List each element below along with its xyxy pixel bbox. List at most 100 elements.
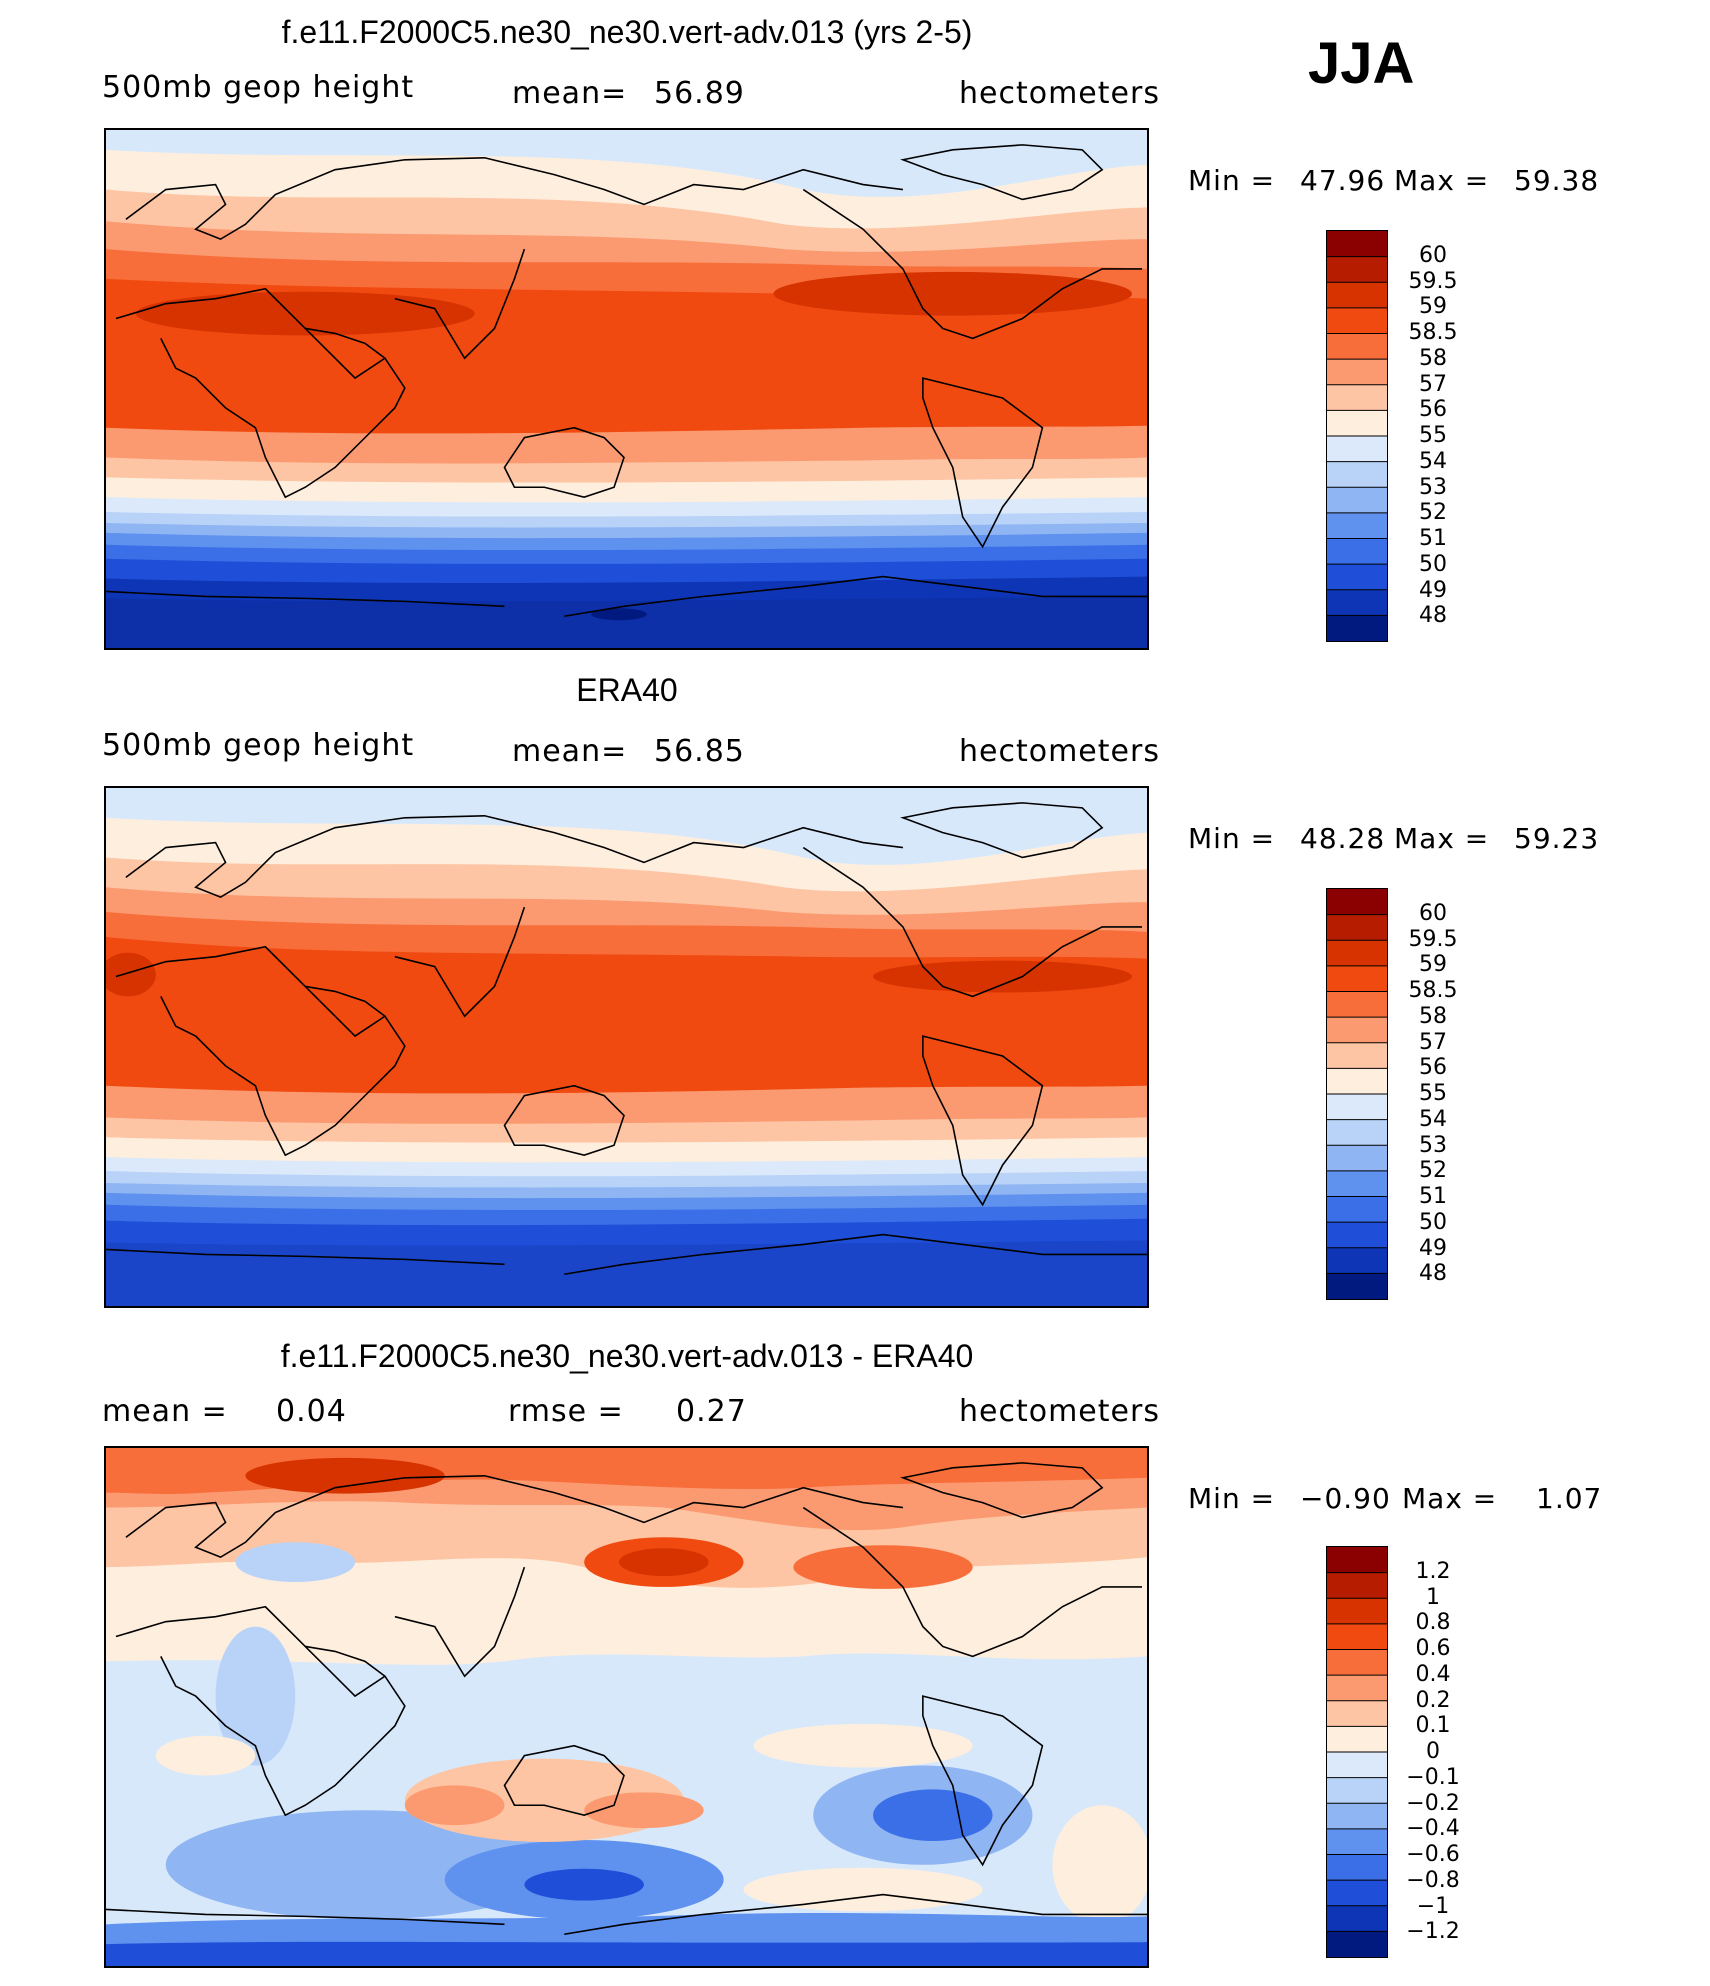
panel2-coastlines [106, 802, 1147, 1276]
colorbar-swatch [1327, 487, 1387, 514]
panel2-colorbar-labels: 60 59.5 59 58.5 58 57 56 55 54 53 52 51 50 49 48 [1398, 888, 1478, 1300]
colorbar-tick-label: 49 [1419, 1235, 1447, 1261]
colorbar-swatch [1327, 1094, 1387, 1121]
colorbar-tick-label: 56 [1419, 1055, 1447, 1081]
colorbar-tick-label: 58.5 [1408, 320, 1458, 345]
panel1-units: hectometers [959, 76, 1160, 111]
colorbar-tick-label: 59 [1419, 952, 1447, 978]
colorbar-swatch [1327, 538, 1387, 565]
colorbar-swatch [1327, 1777, 1387, 1804]
colorbar-tick-label: 53 [1419, 474, 1447, 500]
colorbar-tick-label: 50 [1419, 551, 1447, 577]
panel2-max-value: 59.23 [1514, 822, 1600, 855]
panel2-max-label: Max = [1394, 822, 1490, 855]
panel1-variable-label: 500mb geop height [102, 70, 415, 105]
colorbar-swatch [1327, 231, 1387, 258]
panel1-colorbar-swatches [1327, 231, 1387, 641]
panel1-min-value: 47.96 [1300, 164, 1386, 197]
panel3-min-label: Min = [1188, 1482, 1276, 1515]
panel1-title: f.e11.F2000C5.ne30_ne30.vert-adv.013 (yr… [281, 14, 973, 50]
colorbar-swatch [1327, 307, 1387, 334]
panel3-coastlines [106, 1462, 1147, 1936]
colorbar-tick-label: 58 [1419, 345, 1447, 371]
colorbar-tick-label: 55 [1419, 1081, 1447, 1106]
colorbar-swatch [1327, 1752, 1387, 1779]
panel2-min-value: 48.28 [1300, 822, 1386, 855]
colorbar-swatch [1327, 1068, 1387, 1095]
panel3-units: hectometers [959, 1394, 1160, 1429]
colorbar-swatch [1327, 889, 1387, 916]
panel2-title: ERA40 [576, 672, 678, 708]
colorbar-swatch [1327, 436, 1387, 463]
panel2-colorbar [1326, 888, 1388, 1300]
colorbar-swatch [1327, 914, 1387, 941]
panel3-contour-field [106, 1448, 1147, 1966]
panel3-mean-label: mean = [102, 1394, 228, 1429]
colorbar-swatch [1327, 1572, 1387, 1599]
colorbar-tick-label: 50 [1419, 1209, 1447, 1235]
panel1-max-value: 59.38 [1514, 164, 1600, 197]
colorbar-tick-label: 58.5 [1408, 978, 1458, 1003]
colorbar-tick-label: 57 [1419, 371, 1447, 397]
colorbar-tick-label: −0.2 [1406, 1790, 1460, 1816]
colorbar-tick-label: 59 [1419, 294, 1447, 320]
colorbar-swatch [1327, 1145, 1387, 1172]
colorbar-swatch [1327, 1222, 1387, 1249]
panel1-map [104, 128, 1149, 650]
colorbar-swatch [1327, 256, 1387, 283]
colorbar-tick-label: 0.4 [1415, 1661, 1451, 1687]
colorbar-swatch [1327, 410, 1387, 437]
colorbar-swatch [1327, 333, 1387, 360]
panel2-units: hectometers [959, 734, 1160, 769]
colorbar-tick-label: 52 [1419, 1158, 1447, 1184]
colorbar-swatch [1327, 1196, 1387, 1223]
colorbar-swatch [1327, 940, 1387, 967]
colorbar-swatch [1327, 461, 1387, 488]
colorbar-tick-label: 1 [1426, 1584, 1440, 1610]
colorbar-swatch [1327, 359, 1387, 386]
colorbar-swatch [1327, 512, 1387, 539]
panel1-coastlines [106, 144, 1147, 618]
panel3-rmse-label: rmse = [508, 1394, 624, 1429]
panel3-colorbar-swatches [1327, 1547, 1387, 1957]
panel3-min-value: −0.90 [1300, 1482, 1391, 1515]
panel3-mean-value: 0.04 [276, 1394, 347, 1429]
colorbar-tick-label: −0.4 [1406, 1816, 1460, 1842]
colorbar-tick-label: 0.1 [1415, 1713, 1451, 1739]
colorbar-swatch [1327, 1828, 1387, 1855]
panel2-mean-value: 56.85 [654, 734, 745, 769]
colorbar-tick-label: 59.5 [1408, 926, 1458, 952]
colorbar-swatch [1327, 1547, 1387, 1574]
colorbar-swatch [1327, 1675, 1387, 1702]
colorbar-swatch [1327, 1880, 1387, 1907]
colorbar-tick-label: 54 [1419, 448, 1447, 474]
colorbar-tick-label: 57 [1419, 1029, 1447, 1055]
colorbar-tick-label: 0.2 [1415, 1687, 1451, 1713]
panel2-variable-label: 500mb geop height [102, 728, 415, 763]
panel3-colorbar-labels: 1.2 1 0.8 0.6 0.4 0.2 0.1 0 −0.1 −0.2 −0.4 −0.6 −0.8… [1398, 1546, 1478, 1958]
panel2-contour-field [106, 788, 1147, 1306]
colorbar-swatch [1327, 1623, 1387, 1650]
colorbar-tick-label: 58 [1419, 1003, 1447, 1029]
colorbar-swatch [1327, 1017, 1387, 1044]
panel3-colorbar [1326, 1546, 1388, 1958]
panel3-rmse-value: 0.27 [676, 1394, 747, 1429]
panel2-mean-label: mean= [512, 734, 628, 769]
colorbar-tick-label: 55 [1419, 423, 1447, 448]
colorbar-tick-label: 60 [1419, 242, 1447, 268]
colorbar-swatch [1327, 1247, 1387, 1274]
colorbar-tick-label: 52 [1419, 500, 1447, 526]
colorbar-swatch [1327, 1170, 1387, 1197]
colorbar-tick-label: 0.8 [1415, 1610, 1451, 1636]
colorbar-swatch [1327, 1700, 1387, 1727]
colorbar-swatch [1327, 1854, 1387, 1881]
colorbar-tick-label: 51 [1419, 1184, 1447, 1209]
colorbar-tick-label: −1 [1416, 1893, 1450, 1919]
panel3-title: f.e11.F2000C5.ne30_ne30.vert-adv.013 - E… [280, 1338, 974, 1374]
colorbar-tick-label: −0.6 [1406, 1842, 1460, 1867]
colorbar-swatch [1327, 1273, 1387, 1299]
colorbar-swatch [1327, 965, 1387, 992]
panel1-min-label: Min = [1188, 164, 1276, 197]
colorbar-swatch [1327, 1726, 1387, 1753]
panel2-map [104, 786, 1149, 1308]
